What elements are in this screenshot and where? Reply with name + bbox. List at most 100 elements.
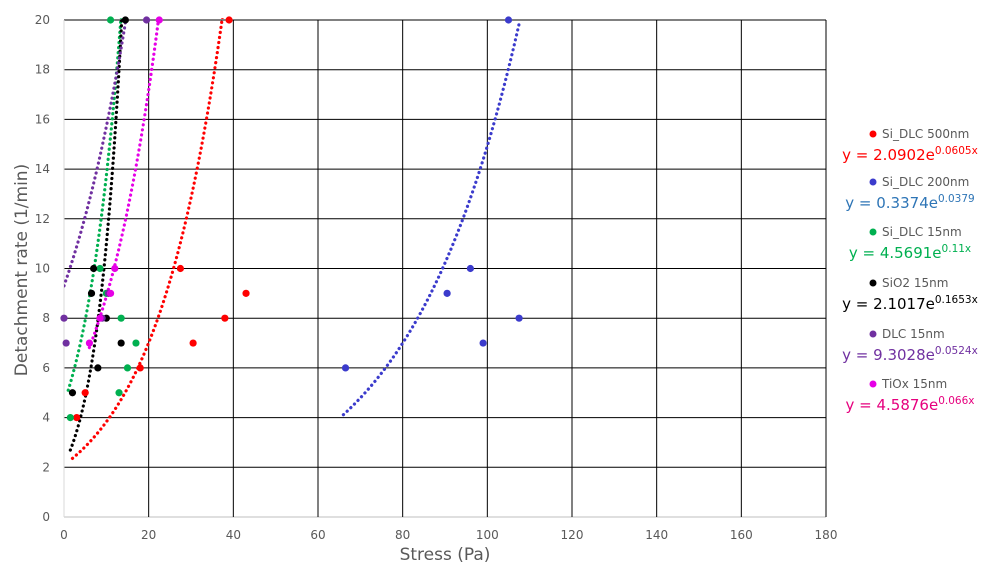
equation-exponent: 0.0605x bbox=[935, 145, 978, 157]
x-tick-label: 120 bbox=[561, 528, 584, 542]
y-tick-label: 12 bbox=[35, 212, 50, 226]
data-points bbox=[60, 16, 523, 422]
trendlines bbox=[64, 18, 521, 460]
equation-base: y = 0.3374e bbox=[845, 194, 938, 212]
data-point-si-dlc-500nm bbox=[242, 289, 250, 297]
equation-exponent: 0.066x bbox=[938, 395, 974, 407]
trendline-sio2-15nm bbox=[68, 18, 124, 452]
data-point-si-dlc-15nm bbox=[106, 16, 115, 24]
trendline-equation: y = 4.5691e0.11x bbox=[849, 243, 971, 262]
data-point-si-dlc-15nm bbox=[123, 364, 132, 372]
data-point-si-dlc-200nm bbox=[466, 264, 474, 273]
trendline-equation: y = 0.3374e0.0379 bbox=[845, 193, 974, 212]
tick-labels: 0 2 4 6 8 10 12 14 16 18 20 0 20 40 60 80 100 120 140 160 18… bbox=[35, 13, 838, 542]
data-point-sio2-15nm bbox=[121, 16, 129, 24]
y-tick-label: 4 bbox=[42, 411, 50, 425]
equation-exponent: 0.11x bbox=[942, 243, 972, 255]
trendline-si-dlc-500nm bbox=[70, 18, 224, 460]
data-point-tiox-15nm bbox=[155, 16, 163, 24]
trendline-equation: y = 2.0902e0.0605x bbox=[842, 145, 978, 164]
data-point-si-dlc-500nm bbox=[176, 264, 185, 273]
data-point-tiox-15nm bbox=[85, 339, 93, 347]
legend-label: Si_DLC 200nm bbox=[882, 175, 969, 189]
data-point-si-dlc-500nm bbox=[73, 414, 81, 422]
data-point-si-dlc-15nm bbox=[66, 414, 74, 422]
data-point-tiox-15nm bbox=[111, 264, 119, 273]
data-point-si-dlc-200nm bbox=[515, 314, 523, 322]
y-tick-label: 10 bbox=[35, 262, 50, 276]
data-point-si-dlc-15nm bbox=[96, 264, 104, 273]
x-tick-label: 20 bbox=[141, 528, 156, 542]
grid bbox=[63, 19, 827, 518]
trendline-equation: y = 9.3028e0.0524x bbox=[842, 345, 978, 364]
legend-label: Si_DLC 15nm bbox=[882, 225, 962, 239]
x-tick-label: 140 bbox=[645, 528, 668, 542]
data-point-si-dlc-200nm bbox=[443, 289, 451, 297]
data-point-sio2-15nm bbox=[90, 264, 98, 273]
data-point-si-dlc-15nm bbox=[117, 314, 125, 322]
y-tick-label: 18 bbox=[35, 63, 50, 77]
x-tick-label: 100 bbox=[476, 528, 499, 542]
data-point-si-dlc-200nm bbox=[341, 364, 350, 372]
data-point-si-dlc-200nm bbox=[504, 16, 513, 24]
trendline-equation: y = 2.1017e0.1653x bbox=[842, 294, 978, 313]
data-point-sio2-15nm bbox=[94, 364, 102, 372]
y-tick-label: 8 bbox=[42, 311, 50, 325]
legend-marker bbox=[869, 380, 877, 388]
equation-base: y = 2.0902e bbox=[842, 146, 935, 164]
trendline-dlc-15nm bbox=[64, 21, 127, 288]
equation-exponent: 0.0524x bbox=[935, 345, 978, 357]
data-point-tiox-15nm bbox=[106, 289, 115, 297]
data-point-sio2-15nm bbox=[87, 289, 96, 297]
data-point-dlc-15nm bbox=[62, 339, 70, 347]
y-axis-title: Detachment rate (1/min) bbox=[12, 164, 32, 376]
legend-marker bbox=[869, 178, 877, 186]
y-tick-label: 20 bbox=[35, 13, 50, 27]
data-point-sio2-15nm bbox=[68, 389, 77, 397]
data-point-si-dlc-15nm bbox=[115, 389, 123, 397]
legend-label: DLC 15nm bbox=[882, 327, 945, 341]
data-point-si-dlc-500nm bbox=[189, 339, 197, 347]
data-point-sio2-15nm bbox=[117, 339, 125, 347]
y-tick-label: 0 bbox=[42, 510, 50, 524]
trendline-si-dlc-200nm bbox=[341, 22, 521, 417]
trendline-si-dlc-15nm bbox=[66, 18, 123, 392]
x-axis-title: Stress (Pa) bbox=[400, 545, 491, 565]
legend-label: TiOx 15nm bbox=[881, 377, 947, 391]
equation-exponent: 0.1653x bbox=[935, 294, 978, 306]
y-tick-label: 14 bbox=[35, 162, 50, 176]
data-point-dlc-15nm bbox=[60, 314, 68, 322]
x-tick-label: 80 bbox=[395, 528, 410, 542]
x-tick-label: 160 bbox=[730, 528, 753, 542]
data-point-si-dlc-500nm bbox=[225, 16, 233, 24]
data-point-si-dlc-15nm bbox=[132, 339, 140, 347]
legend-marker bbox=[869, 228, 877, 236]
x-tick-label: 180 bbox=[815, 528, 838, 542]
equation-base: y = 4.5876e bbox=[846, 396, 939, 414]
data-point-dlc-15nm bbox=[142, 16, 151, 24]
legend: Si_DLC 500nm y = 2.0902e0.0605x Si_DLC 200… bbox=[842, 127, 978, 414]
equation-base: y = 9.3028e bbox=[842, 346, 935, 364]
data-point-tiox-15nm bbox=[96, 314, 104, 322]
legend-label: Si_DLC 500nm bbox=[882, 127, 969, 141]
y-tick-label: 6 bbox=[42, 361, 50, 375]
data-point-si-dlc-500nm bbox=[221, 314, 229, 322]
legend-marker bbox=[869, 279, 877, 287]
data-point-si-dlc-200nm bbox=[479, 339, 487, 347]
y-tick-label: 2 bbox=[42, 460, 50, 474]
x-tick-label: 0 bbox=[60, 528, 68, 542]
equation-base: y = 4.5691e bbox=[849, 244, 942, 262]
trendline-tiox-15nm bbox=[87, 18, 160, 350]
x-tick-label: 60 bbox=[310, 528, 325, 542]
legend-marker bbox=[869, 330, 877, 338]
equation-base: y = 2.1017e bbox=[842, 295, 935, 313]
equation-exponent: 0.0379 bbox=[938, 193, 975, 205]
y-tick-label: 16 bbox=[35, 112, 50, 126]
data-point-si-dlc-500nm bbox=[136, 364, 144, 372]
legend-marker bbox=[869, 130, 877, 138]
trendline-equation: y = 4.5876e0.066x bbox=[846, 395, 975, 414]
x-tick-label: 40 bbox=[226, 528, 241, 542]
data-point-si-dlc-500nm bbox=[81, 389, 89, 397]
legend-label: SiO2 15nm bbox=[882, 276, 948, 290]
